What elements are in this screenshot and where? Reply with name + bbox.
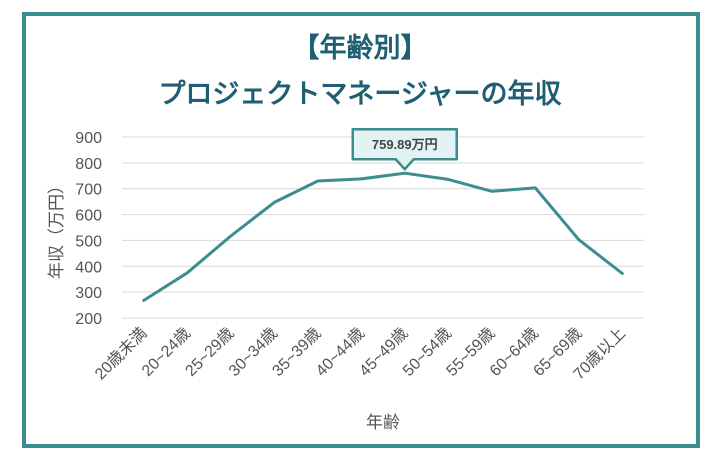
y-tick-label: 600 (75, 208, 102, 225)
chart-title-line2: プロジェクトマネージャーの年収 (158, 79, 562, 110)
y-tick-label: 400 (75, 259, 102, 276)
chart-title-line1: 【年齢別】 (292, 33, 428, 64)
peak-callout: 759.89万円 (351, 127, 458, 171)
callout-box (351, 127, 458, 171)
y-tick-label: 800 (75, 156, 102, 173)
x-tick-label: 20歳未満 (91, 324, 150, 383)
gridlines (122, 136, 644, 319)
callout-label: 759.89万円 (372, 137, 438, 152)
x-axis-ticks: 20歳未満20~24歳25~29歳30~34歳35~39歳40~44歳45~49… (91, 324, 629, 383)
x-axis-label: 年齢 (366, 413, 400, 433)
series-line (142, 171, 624, 302)
y-axis-label: 年収（万円） (47, 177, 67, 279)
chart-frame (22, 12, 700, 448)
y-tick-label: 700 (75, 182, 102, 199)
y-tick-label: 300 (75, 285, 102, 302)
y-tick-label: 500 (75, 233, 102, 250)
y-axis-ticks: 200 300 400 500 600 700 800 900 (75, 130, 102, 328)
y-tick-label: 200 (75, 311, 102, 328)
y-tick-label: 900 (75, 130, 102, 147)
